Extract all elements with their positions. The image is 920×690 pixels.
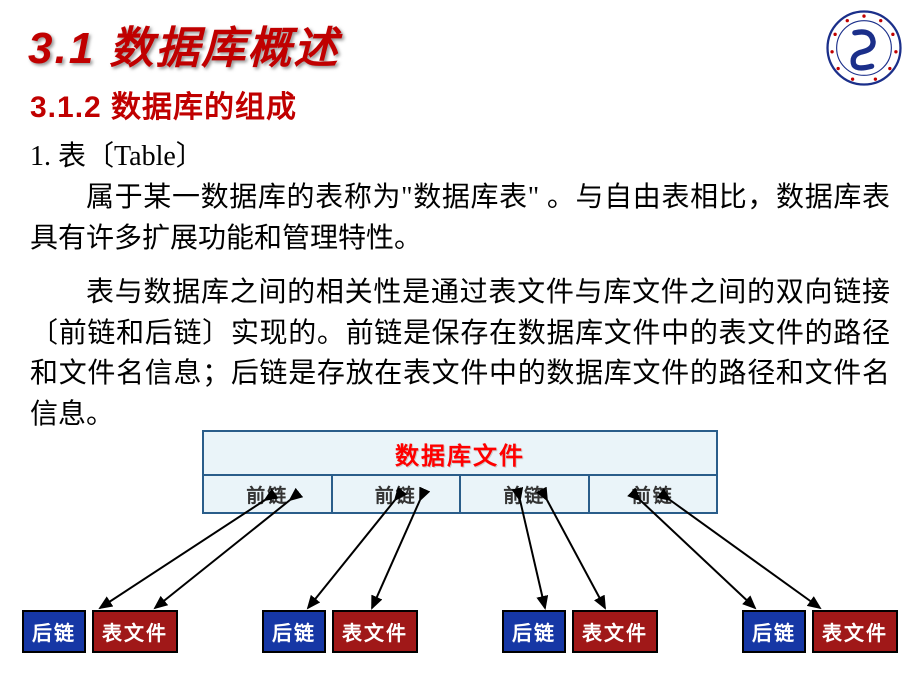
table-file-box: 表文件	[572, 610, 658, 653]
forward-link-cell: 前链	[590, 476, 717, 512]
back-link-box: 后链	[262, 610, 326, 653]
page-title: 3.1 数据库概述	[0, 0, 920, 80]
table-pair: 后链 表文件	[22, 610, 178, 653]
section-heading: 3.1.2 数据库的组成	[0, 80, 920, 134]
back-link-box: 后链	[742, 610, 806, 653]
forward-link-cell: 前链	[461, 476, 590, 512]
forward-link-cell: 前链	[204, 476, 333, 512]
university-logo	[826, 10, 902, 86]
back-link-box: 后链	[22, 610, 86, 653]
table-file-box: 表文件	[812, 610, 898, 653]
table-pair: 后链 表文件	[742, 610, 898, 653]
table-file-box: 表文件	[332, 610, 418, 653]
paragraph-2: 表与数据库之间的相关性是通过表文件与库文件之间的双向链接〔前链和后链〕实现的。前…	[0, 259, 920, 435]
table-files-row: 后链 表文件 后链 表文件 后链 表文件 后链 表文件	[0, 610, 920, 653]
database-file-label: 数据库文件	[204, 432, 716, 474]
forward-link-cell: 前链	[333, 476, 462, 512]
database-file-box: 数据库文件 前链 前链 前链 前链	[202, 430, 718, 514]
table-pair: 后链 表文件	[262, 610, 418, 653]
back-link-box: 后链	[502, 610, 566, 653]
sub-heading: 1. 表〔Table〕	[0, 134, 920, 178]
db-link-diagram: 数据库文件 前链 前链 前链 前链 后链 表文件 后链 表文件 后链 表文件	[0, 430, 920, 690]
paragraph-1: 属于某一数据库的表称为"数据库表" 。与自由表相比，数据库表具有许多扩展功能和管…	[0, 178, 920, 259]
table-file-box: 表文件	[92, 610, 178, 653]
table-pair: 后链 表文件	[502, 610, 658, 653]
forward-link-row: 前链 前链 前链 前链	[204, 474, 716, 512]
